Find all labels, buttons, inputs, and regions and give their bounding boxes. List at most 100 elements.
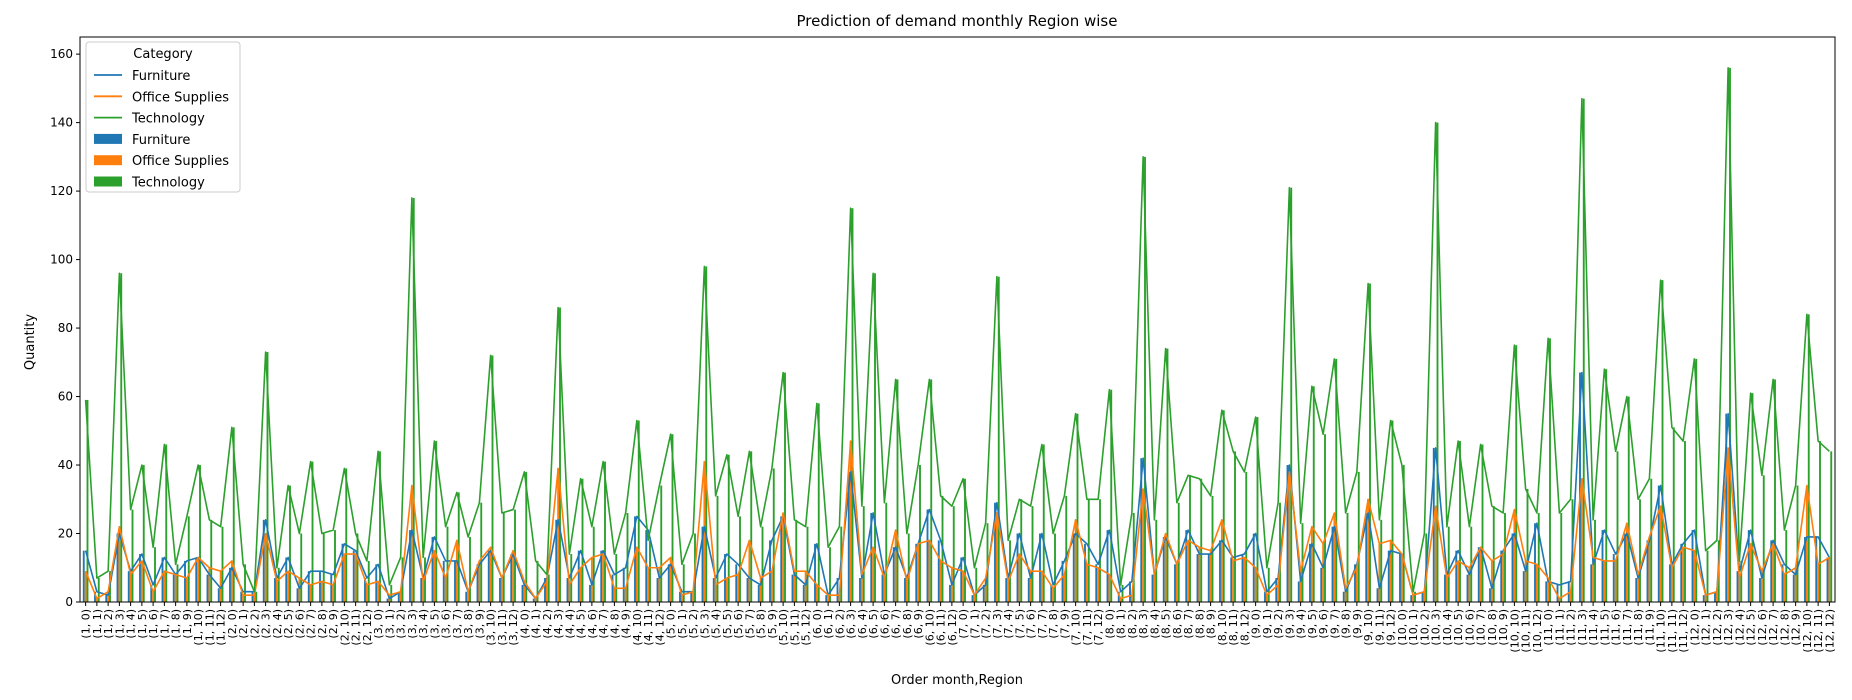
legend-label: Technology: [131, 176, 205, 191]
bar: [1830, 451, 1833, 602]
bar: [206, 574, 209, 602]
bar: [1772, 543, 1775, 602]
bar: [1477, 547, 1480, 602]
bar: [1796, 485, 1799, 602]
bar: [152, 591, 155, 602]
legend-item-bar-furniture[interactable]: Furniture: [94, 133, 190, 148]
bar: [343, 554, 346, 602]
bar: [769, 540, 771, 602]
legend-bar-swatch: [94, 155, 122, 166]
x-tick-label: (11, 3): [1576, 609, 1589, 646]
x-tick-label: (2, 12): [361, 609, 374, 646]
bar: [1290, 187, 1293, 603]
bar: [1695, 358, 1698, 602]
bar: [1535, 564, 1538, 602]
bar: [739, 516, 741, 602]
legend-item-bar-technology[interactable]: Technology: [94, 176, 205, 191]
x-tick-label: (12, 10): [1801, 609, 1814, 653]
bar: [1434, 506, 1437, 602]
bar: [1039, 533, 1041, 602]
legend-box: [85, 41, 241, 193]
bar: [1320, 567, 1323, 602]
x-tick-label: (11, 2): [1565, 609, 1578, 646]
bar: [759, 578, 762, 602]
bar: [658, 567, 661, 602]
x-tick-label: (7, 11): [1081, 609, 1094, 646]
bar: [521, 584, 524, 602]
bar: [669, 557, 672, 602]
x-tick-label: (5, 12): [800, 609, 813, 646]
legend-item-line-furniture[interactable]: Furniture: [94, 69, 190, 84]
bar: [939, 560, 942, 602]
bar: [1670, 567, 1673, 602]
bar: [581, 478, 584, 602]
bar: [375, 564, 378, 602]
legend[interactable]: Category Furniture Office Supplies Technolo…: [85, 41, 241, 193]
bar: [892, 547, 895, 602]
bar: [975, 567, 978, 602]
bar: [814, 543, 816, 602]
x-tick-label: (8, 0): [1103, 609, 1116, 639]
x-tick-label: (7, 4): [1002, 609, 1015, 639]
bar: [995, 512, 998, 602]
bar: [1817, 564, 1820, 602]
x-tick-label: (4, 5): [575, 609, 588, 639]
x-tick-label: (11, 1): [1553, 609, 1566, 646]
bar: [1579, 372, 1581, 602]
bar: [442, 560, 445, 602]
bar: [1560, 512, 1563, 602]
line-series-technology: [84, 67, 1830, 593]
bar: [1267, 567, 1270, 602]
bar: [1162, 536, 1165, 602]
x-tick-label: (9, 4): [1295, 609, 1308, 639]
bar: [660, 485, 663, 602]
bar: [165, 444, 168, 602]
legend-item-line-office-supplies[interactable]: Office Supplies: [94, 90, 229, 105]
bar: [1650, 478, 1653, 602]
bar: [1333, 512, 1336, 602]
bar: [1537, 512, 1540, 602]
bar: [804, 571, 807, 602]
x-tick-label: (5, 8): [755, 609, 768, 639]
x-tick-label: (1, 6): [147, 609, 160, 639]
x-tick-label: (2, 1): [237, 609, 250, 639]
bar: [1222, 410, 1225, 602]
bar: [1391, 420, 1394, 602]
x-tick-label: (4, 4): [563, 609, 576, 639]
bar: [928, 540, 931, 602]
x-tick-label: (11, 10): [1655, 609, 1668, 653]
x-tick-label: (3, 12): [507, 609, 520, 646]
bar: [793, 571, 796, 602]
x-tick-label: (1, 10): [192, 609, 205, 646]
x-tick-label: (3, 0): [372, 609, 385, 639]
legend-item-line-technology[interactable]: Technology: [94, 112, 205, 127]
bar: [277, 567, 280, 602]
bar: [1524, 560, 1527, 602]
bar: [1774, 379, 1776, 602]
bar: [1309, 543, 1311, 602]
bar: [757, 584, 760, 602]
x-tick-label: (7, 3): [991, 609, 1004, 639]
legend-label: Furniture: [132, 133, 190, 148]
bar: [341, 543, 344, 602]
bar: [1297, 581, 1300, 602]
legend-item-bar-office-supplies[interactable]: Office Supplies: [94, 154, 229, 169]
bar: [1481, 444, 1484, 602]
bar: [1265, 595, 1268, 602]
bar: [727, 454, 730, 602]
bar: [919, 465, 921, 602]
bar: [532, 598, 535, 602]
bar: [656, 578, 659, 602]
x-tick-label: (3, 10): [485, 609, 498, 646]
bar: [1751, 393, 1754, 602]
bar: [1219, 540, 1221, 602]
x-tick-label: (4, 3): [552, 609, 565, 639]
x-tick-label: (2, 5): [282, 609, 295, 639]
bar: [1526, 489, 1529, 602]
bar: [557, 468, 560, 602]
bar: [1174, 564, 1176, 602]
bar: [307, 571, 310, 602]
bar: [1288, 471, 1291, 602]
bar: [1457, 560, 1460, 602]
bar: [330, 574, 333, 602]
